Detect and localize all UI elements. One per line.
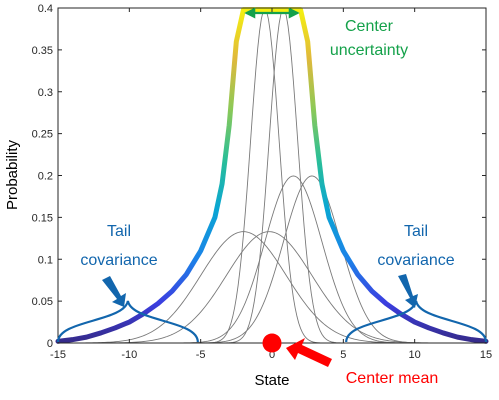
y-axis-label: Probability bbox=[4, 139, 21, 210]
x-tick-label: 0 bbox=[269, 349, 275, 361]
y-tick-label: 0.4 bbox=[38, 3, 53, 15]
x-tick-label: -15 bbox=[50, 349, 66, 361]
y-tick-label: 0.2 bbox=[38, 171, 53, 183]
tail-left-label-1: Tail bbox=[107, 223, 131, 240]
y-tick-label: 0.25 bbox=[32, 129, 53, 141]
center-mean-marker bbox=[262, 333, 282, 353]
tail-right-label-1: Tail bbox=[404, 223, 428, 240]
center-uncertainty-label-1: Center bbox=[345, 18, 394, 35]
y-tick-label: 0.3 bbox=[38, 87, 53, 99]
y-tick-label: 0.35 bbox=[32, 45, 53, 57]
y-tick-label: 0.15 bbox=[32, 212, 53, 224]
center-uncertainty-label-2: uncertainty bbox=[330, 42, 408, 59]
tail-brace-left bbox=[56, 300, 199, 343]
y-tick-label: 0 bbox=[47, 338, 53, 350]
x-tick-label: -10 bbox=[121, 349, 137, 361]
x-axis-label: State bbox=[254, 372, 289, 389]
x-tick-label: 10 bbox=[409, 349, 421, 361]
center-mean-arrow bbox=[286, 338, 332, 367]
tail-arrow-right bbox=[398, 274, 418, 308]
x-tick-label: -5 bbox=[196, 349, 206, 361]
annotation-shapes bbox=[56, 7, 488, 367]
center-mean-label: Center mean bbox=[346, 370, 439, 387]
y-tick-label: 0.1 bbox=[38, 254, 53, 266]
tail-left-label-2: covariance bbox=[80, 252, 157, 269]
y-tick-label: 0.05 bbox=[32, 296, 53, 308]
x-tick-label: 15 bbox=[480, 349, 492, 361]
tail-right-label-2: covariance bbox=[377, 252, 454, 269]
x-tick-label: 5 bbox=[340, 349, 346, 361]
tail-arrow-left bbox=[102, 276, 126, 307]
